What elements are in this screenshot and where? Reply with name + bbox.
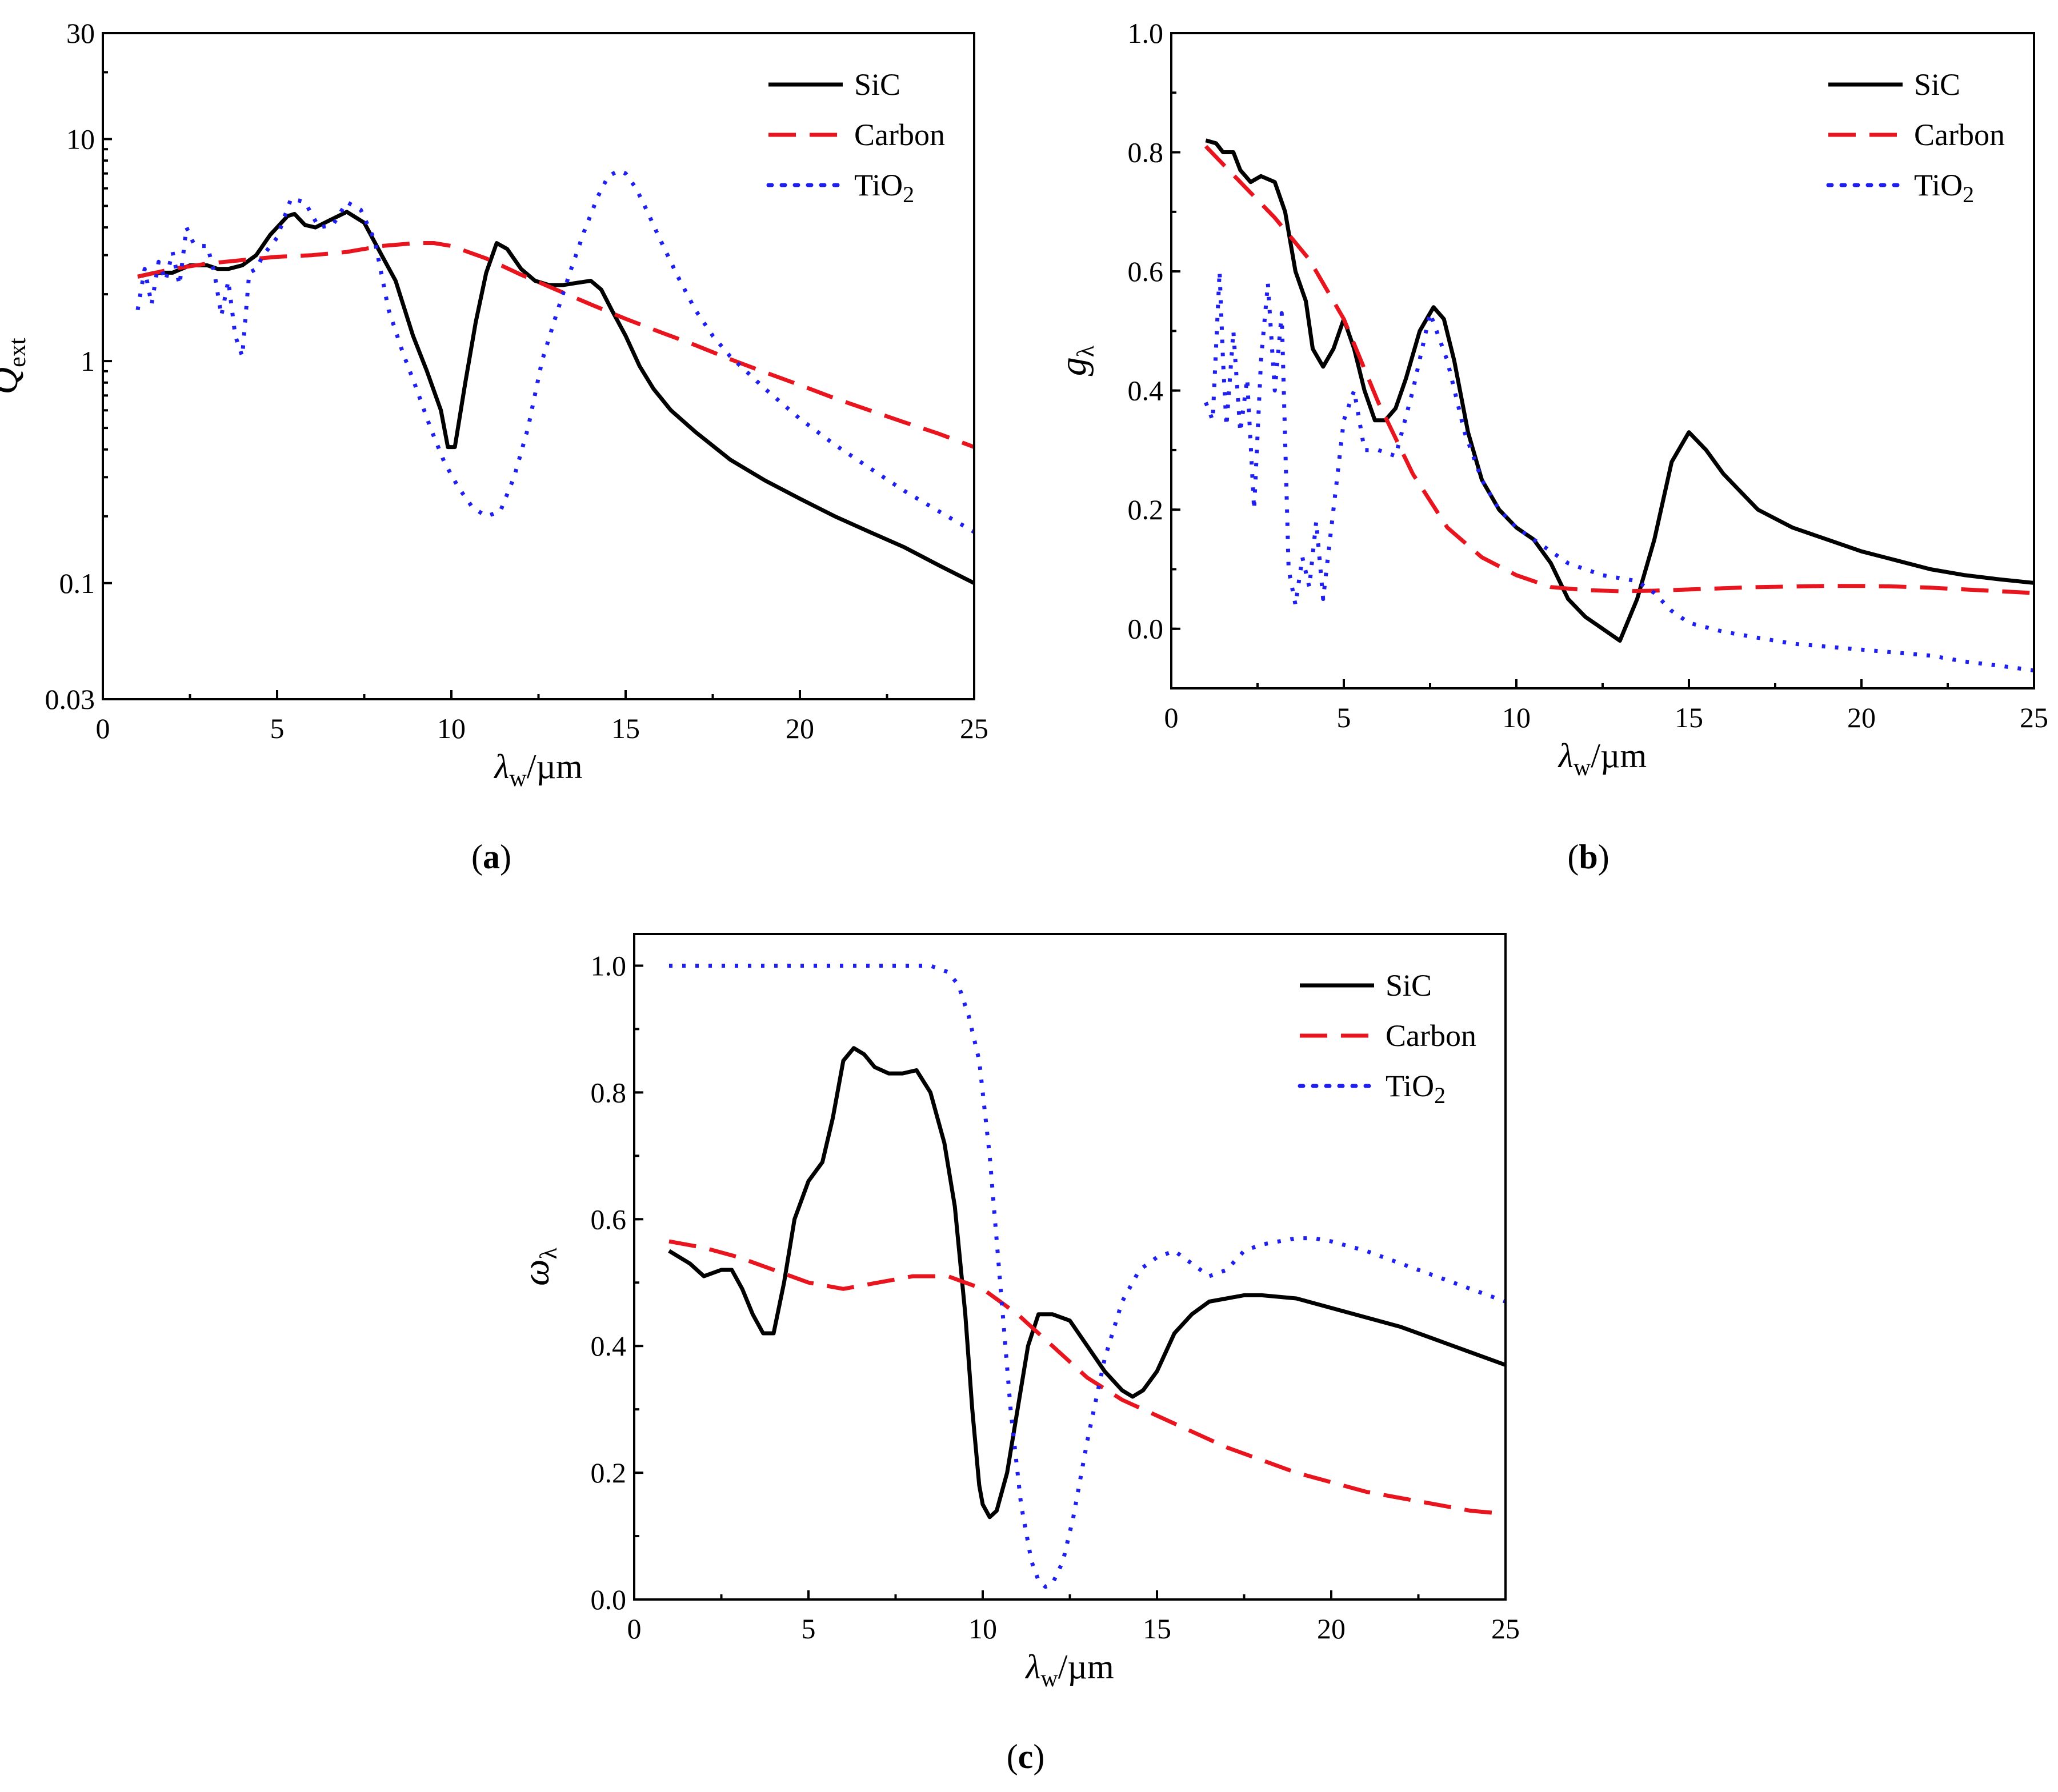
x-axis-label-symbol: λ (1557, 737, 1573, 775)
x-axis-label-subscript: w (509, 765, 527, 792)
series-line-tio2 (135, 169, 974, 534)
y-tick-label: 0.4 (591, 1330, 627, 1362)
y-tick-label: 10 (66, 123, 95, 155)
series-line-carbon (137, 241, 974, 449)
legend-label-sic: SiC (1914, 67, 1960, 102)
chart-panel-a: 0 5 10 15 20 25 0.03 0.1 1 10 30 λw/µm Qext SiC Carbon… (0, 17, 988, 876)
y-axis-label-subscript: ext (5, 338, 31, 367)
panel-label-c: (c) (1007, 1738, 1045, 1775)
x-axis-label-subscript: w (1040, 1666, 1058, 1692)
x-axis-label-symbol: λ (493, 748, 509, 785)
panel-label-close: ) (1033, 1738, 1044, 1775)
panel-label-open: ( (1007, 1738, 1018, 1775)
series-line-sic (668, 1046, 1506, 1520)
x-axis-label-unit: /µm (1058, 1648, 1114, 1686)
x-axis-label-symbol: λ (1024, 1648, 1040, 1686)
x-axis-label: λw/µm (1024, 1648, 1114, 1692)
y-axis-label-symbol: g (1052, 357, 1094, 376)
y-tick-label: 0.8 (591, 1076, 627, 1108)
legend-label-subscript: 2 (1434, 1083, 1446, 1108)
x-tick-label: 0 (96, 712, 110, 744)
x-tick-label: 15 (1675, 701, 1703, 733)
y-axis-label: gλ (1052, 345, 1099, 376)
y-axis-label-symbol: Q (0, 367, 26, 395)
x-tick-label: 15 (611, 712, 640, 744)
x-tick-label: 25 (960, 712, 988, 744)
panel-label-a: (a) (471, 838, 511, 876)
y-tick-label: 1.0 (1128, 17, 1164, 49)
plot-frame (102, 32, 975, 700)
x-tick-label: 0 (627, 1613, 642, 1645)
y-axis-label: ωλ (515, 1247, 562, 1286)
y-tick-label: 0.0 (1128, 613, 1164, 645)
x-tick-label: 10 (437, 712, 466, 744)
x-tick-label: 5 (270, 712, 285, 744)
y-tick-label: 1 (81, 345, 95, 377)
x-tick-label: 25 (1491, 1613, 1520, 1645)
y-tick-label: 0.2 (1128, 494, 1164, 526)
y-axis-label: Qext (0, 338, 31, 394)
legend-label-text: TiO (1914, 168, 1963, 202)
y-tick-label: 0.0 (591, 1583, 627, 1615)
legend-label-subscript: 2 (1963, 182, 1974, 207)
legend-label-text: TiO (854, 168, 903, 202)
x-axis-label-unit: /µm (1591, 737, 1647, 775)
panel-label-letter: b (1579, 838, 1597, 876)
y-tick-label: 0.8 (1128, 137, 1164, 169)
series-line-tio2 (1204, 269, 2034, 673)
y-tick-label: 0.2 (591, 1457, 627, 1489)
x-tick-label: 20 (1317, 1613, 1346, 1645)
y-tick-label: 0.1 (59, 567, 95, 599)
y-tick-label: 0.03 (45, 683, 95, 715)
legend-label-carbon: Carbon (1914, 118, 2005, 152)
x-tick-label: 15 (1143, 1613, 1171, 1645)
x-tick-label: 25 (2020, 701, 2048, 733)
panel-label-open: ( (471, 838, 483, 876)
legend: SiC Carbon TiO2 (1298, 968, 1476, 1108)
legend-label-sic: SiC (854, 67, 900, 102)
x-axis-label: λw/µm (1557, 737, 1647, 781)
legend-label-tio2: TiO2 (1386, 1069, 1446, 1108)
legend-label-tio2: TiO2 (1914, 168, 1974, 207)
x-axis-label: λw/µm (493, 748, 582, 792)
series-line-sic (1205, 138, 2034, 643)
y-tick-label: 1.0 (591, 949, 627, 981)
x-tick-label: 10 (1502, 701, 1531, 733)
legend-label-carbon: Carbon (1386, 1019, 1476, 1053)
y-tick-label: 0.4 (1128, 375, 1164, 407)
x-axis-label-unit: /µm (527, 748, 583, 785)
x-tick-label: 5 (1337, 701, 1351, 733)
y-tick-label: 30 (66, 17, 95, 49)
x-tick-label: 10 (968, 1613, 997, 1645)
x-tick-label: 20 (786, 712, 814, 744)
y-axis-label-subscript: λ (536, 1247, 562, 1259)
legend-label-subscript: 2 (903, 182, 914, 207)
legend-label-text: TiO (1386, 1069, 1434, 1103)
y-axis-label-subscript: λ (1073, 345, 1099, 357)
legend-label-tio2: TiO2 (854, 168, 914, 207)
chart-panel-c: 0 5 10 15 20 250.00.20.40.60.81.0λw/µmωλSiCCa… (515, 933, 1520, 1775)
legend: SiC Carbon TiO2 (766, 67, 945, 207)
y-axis-label-symbol: ω (515, 1259, 557, 1286)
legend: SiC Carbon TiO2 (1826, 67, 2005, 207)
panel-label-open: ( (1567, 838, 1579, 876)
panel-label-letter: c (1018, 1738, 1034, 1775)
y-tick-label: 0.6 (1128, 255, 1164, 287)
legend-label-carbon: Carbon (854, 118, 945, 152)
series-line-carbon (1204, 145, 2034, 595)
chart-panel-b: 0 5 10 15 20 250.00.20.40.60.81.0λw/µmgλSiCCa… (1052, 17, 2048, 876)
panel-label-close: ) (1598, 838, 1609, 876)
y-tick-label: 0.6 (591, 1203, 627, 1235)
x-axis-label-subscript: w (1573, 755, 1591, 781)
x-tick-label: 5 (802, 1613, 816, 1645)
x-tick-label: 20 (1847, 701, 1876, 733)
panel-label-b: (b) (1567, 838, 1609, 876)
series-line-carbon (668, 1239, 1506, 1516)
x-tick-label: 0 (1164, 701, 1179, 733)
panel-label-letter: a (483, 838, 500, 876)
panel-label-close: ) (500, 838, 511, 876)
legend-label-sic: SiC (1386, 968, 1432, 1003)
series-line-sic (137, 210, 974, 585)
